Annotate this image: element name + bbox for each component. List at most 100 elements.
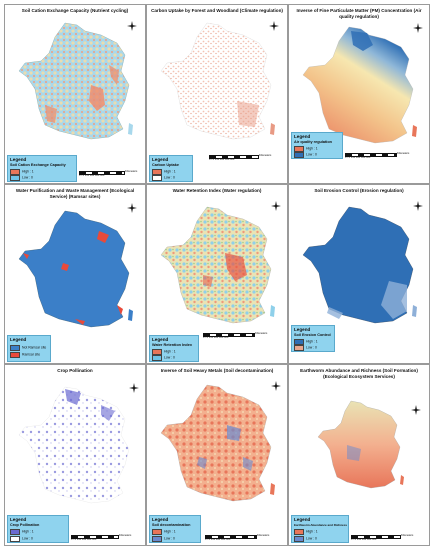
panel-title: Soil Erosion Control (Erosion regulation… — [314, 188, 404, 193]
scale-bar-graphic — [345, 153, 397, 157]
legend-label: High : 1 — [164, 169, 176, 174]
legend-label: Ramsar site — [22, 352, 41, 357]
legend-label: Low : 0 — [164, 536, 175, 541]
legend-box: Legend Crop Pollination High : 1 Low : 0 — [7, 515, 69, 543]
legend-item-high: High : 1 — [10, 529, 34, 535]
scale-unit: Kilometers — [255, 332, 268, 336]
panel-earthworm: Earthworm Abundance and Richness (Soil F… — [288, 364, 430, 546]
legend-heading: Legend — [294, 517, 311, 522]
scale-unit: Kilometers — [401, 534, 414, 538]
legend-heading: Legend — [10, 157, 27, 162]
legend-swatch-low — [294, 536, 304, 542]
legend-label: High : 1 — [22, 169, 34, 174]
legend-box: Legend Soil decontamination High : 1 Low… — [149, 515, 201, 543]
legend-title: Carbon Uptake — [152, 163, 180, 167]
panel-title: Inverse of Soil Heavy Metals (Soil decon… — [160, 368, 274, 373]
legend-item-low: Low : 0 — [294, 536, 317, 542]
legend-swatch-low — [10, 536, 20, 542]
scale-unit: Kilometers — [119, 534, 132, 538]
panel-title: Water Purification and Waste Management … — [15, 188, 135, 199]
scale-bar-graphic — [205, 535, 257, 539]
legend-label: Not Ramsar site — [22, 345, 47, 350]
legend-swatch-low — [152, 536, 162, 542]
legend-title: Air quality regulation — [294, 140, 332, 144]
panel-title: Soil Cation Exchange Capacity (Nutrient … — [21, 8, 129, 13]
north-arrow-icon — [271, 381, 281, 391]
legend-title: Soil Erosion Control — [294, 333, 331, 337]
legend-swatch-low — [294, 152, 304, 158]
north-arrow-icon — [127, 203, 137, 213]
legend-box: Legend Soil Cation Exchange Capacity Hig… — [7, 155, 77, 182]
legend-swatch-high — [294, 146, 304, 152]
legend-title: Crop Pollination — [10, 523, 40, 527]
legend-heading: Legend — [152, 157, 169, 162]
legend-item-low: Low : 0 — [294, 345, 317, 351]
panel-title: Crop Pollination — [57, 368, 93, 373]
panel-title: Inverse of Fine Particulate Matter (PM) … — [296, 8, 422, 19]
scale-bar-graphic — [71, 535, 119, 539]
france-map-air-quality — [302, 26, 417, 144]
legend-label: High : 1 — [306, 146, 318, 151]
legend-item-low: Low : 0 — [152, 536, 175, 542]
scale-ticks: 0 75 150 300 450 600 — [205, 537, 231, 541]
legend-item-high: High : 1 — [294, 529, 318, 535]
scale-ticks: 0 75 150 300 450 600 — [79, 173, 105, 177]
north-arrow-icon — [413, 23, 423, 33]
legend-heading: Legend — [294, 134, 311, 139]
north-arrow-icon — [129, 383, 139, 393]
legend-title: Soil Cation Exchange Capacity — [10, 163, 66, 167]
legend-item-ramsar: Ramsar site — [10, 352, 40, 358]
legend-item-high: High : 1 — [152, 529, 176, 535]
legend-title: Earthworm Abundance and Richness — [294, 523, 348, 527]
france-map-earthworm — [317, 400, 404, 489]
legend-heading: Legend — [10, 517, 27, 522]
legend-label: Low : 0 — [22, 536, 33, 541]
scale-unit: Kilometers — [397, 152, 410, 156]
legend-swatch-ramsar — [10, 352, 20, 358]
north-arrow-icon — [271, 201, 281, 211]
scale-bar: Kilometers 0 75 150 300 450 600 — [71, 534, 145, 542]
scale-bar: Kilometers 0 75 150 300 450 600 — [345, 152, 429, 160]
scale-bar-graphic — [79, 171, 125, 175]
legend-item-high: High : 1 — [10, 169, 34, 175]
legend-item-high: High : 1 — [152, 349, 176, 355]
legend-heading: Legend — [152, 337, 169, 342]
legend-swatch-not-ramsar — [10, 345, 20, 351]
legend-heading: Legend — [10, 337, 27, 342]
legend-heading: Legend — [152, 517, 169, 522]
scale-ticks: 0 75 150 300 450 600 — [203, 335, 229, 339]
legend-heading: Legend — [294, 327, 311, 332]
legend-swatch-high — [10, 169, 20, 175]
legend-label: Low : 0 — [306, 536, 317, 541]
panel-crop-pollination: Crop Pollination Legend Crop Pollination… — [4, 364, 146, 546]
legend-item-low: Low : 0 — [10, 175, 33, 181]
legend-box: Legend Not Ramsar site Ramsar site — [7, 335, 51, 362]
legend-swatch-high — [152, 169, 162, 175]
scale-bar: Kilometers 0 75 150 300 450 600 — [203, 332, 287, 340]
panel-water-retention: Water Retention Index (Water regulation)… — [146, 184, 288, 364]
legend-swatch-high — [294, 339, 304, 345]
france-map-soil-decontamination — [160, 384, 275, 502]
panel-soil-erosion: Soil Erosion Control (Erosion regulation… — [288, 184, 430, 364]
legend-box: Legend Soil Erosion Control High : 1 Low… — [291, 325, 335, 352]
scale-bar: Kilometers 0 75 150 300 450 600 — [209, 154, 287, 162]
legend-label: High : 1 — [306, 339, 318, 344]
legend-label: Low : 0 — [164, 355, 175, 360]
scale-ticks: 0 75 150 300 450 600 — [209, 157, 235, 161]
scale-unit: Kilometers — [259, 154, 272, 158]
scale-bar-graphic — [351, 535, 401, 539]
legend-swatch-low — [152, 175, 162, 181]
panel-cation-exchange: Soil Cation Exchange Capacity (Nutrient … — [4, 4, 146, 184]
panel-carbon-uptake: Carbon Uptake by Forest and Woodland (Cl… — [146, 4, 288, 184]
legend-item-low: Low : 0 — [152, 355, 175, 361]
legend-item-high: High : 1 — [294, 339, 318, 345]
scale-bar: Kilometers 0 75 150 300 450 600 — [79, 170, 145, 178]
map-grid: Soil Cation Exchange Capacity (Nutrient … — [4, 4, 431, 546]
legend-item-low: Low : 0 — [294, 152, 317, 158]
scale-ticks: 0 75 150 300 450 600 — [71, 537, 97, 541]
north-arrow-icon — [413, 201, 423, 211]
legend-title: Soil decontamination — [152, 523, 191, 527]
scale-ticks: 0 75 150 300 450 600 — [345, 155, 371, 159]
panel-air-quality: Inverse of Fine Particulate Matter (PM) … — [288, 4, 430, 184]
legend-swatch-low — [294, 345, 304, 351]
